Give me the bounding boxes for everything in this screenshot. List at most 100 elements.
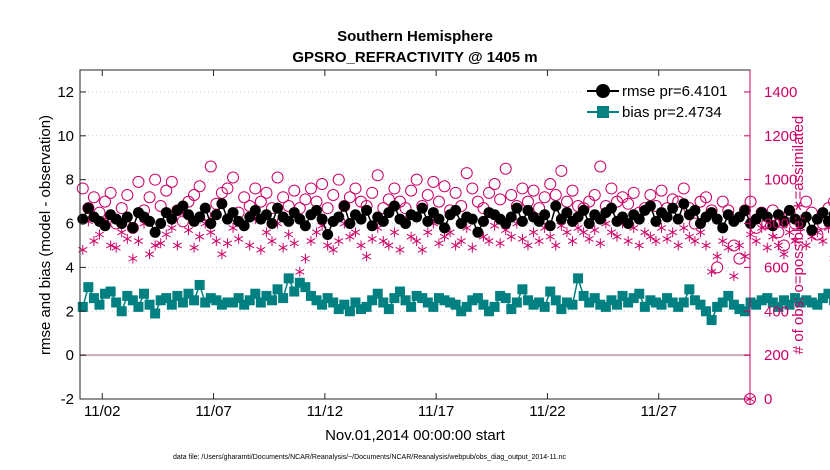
bias-point — [150, 308, 161, 319]
assimilated-obs-marker — [740, 251, 750, 262]
legend-box — [582, 76, 742, 128]
bias-point — [756, 295, 767, 306]
rmse-point — [644, 200, 656, 212]
bias-point — [478, 299, 489, 310]
rmse-point — [166, 213, 178, 225]
assimilated-obs-marker — [278, 242, 288, 253]
assimilated-obs-marker — [773, 240, 783, 251]
possible-obs-marker — [227, 171, 240, 184]
possible-obs-marker — [466, 182, 479, 195]
assimilated-obs-marker — [701, 240, 711, 251]
rmse-point — [194, 211, 206, 223]
rmse-point — [561, 207, 573, 219]
rmse-point — [667, 202, 679, 214]
assimilated-obs-marker — [467, 242, 477, 253]
y-tick-label: 0 — [66, 347, 74, 364]
bias-point — [172, 290, 183, 301]
x-axis-ticks: 11/02 11/07 11/12 11/17 11/22 11/27 — [84, 70, 677, 420]
possible-obs-marker — [277, 191, 290, 204]
assimilated-obs-marker — [489, 220, 500, 231]
assimilated-obs-marker — [562, 227, 572, 238]
bias-point — [450, 299, 461, 310]
y-axis-ticks: -2 0 2 4 6 8 10 12 — [57, 84, 86, 408]
bias-point — [734, 304, 745, 315]
possible-obs-marker — [87, 191, 100, 204]
bias-point — [456, 306, 467, 317]
bias-point — [567, 299, 578, 310]
bias-point — [122, 290, 133, 301]
assimilated-obs-marker — [506, 231, 516, 242]
assimilated-obs-marker — [573, 222, 583, 233]
possible-obs-marker — [343, 191, 356, 204]
assimilated-obs-marker — [801, 240, 811, 251]
rmse-point — [605, 202, 617, 214]
assimilated-obs-marker — [256, 244, 266, 255]
possible-obs-marker — [544, 178, 557, 191]
rmse-point — [144, 215, 156, 227]
rmse-point — [422, 215, 434, 227]
bias-point — [194, 279, 205, 290]
assimilated-obs-marker — [640, 227, 650, 238]
assimilated-obs-marker — [128, 253, 138, 264]
assimilated-obs-marker — [762, 242, 772, 253]
bias-point — [612, 299, 623, 310]
assimilated-obs-marker — [456, 236, 466, 247]
assimilated-obs-marker — [189, 242, 199, 253]
bias-point — [100, 288, 111, 299]
rmse-point — [316, 213, 328, 225]
bias-point — [584, 297, 595, 308]
possible-obs-marker — [388, 182, 401, 195]
possible-obs-marker — [371, 169, 384, 182]
assimilated-obs-marker — [818, 236, 828, 247]
assimilated-obs-marker — [362, 251, 372, 262]
possible-obs-marker — [716, 195, 729, 208]
bias-point — [339, 299, 350, 310]
bias-point — [205, 293, 216, 304]
bias-point — [461, 301, 472, 312]
assimilated-obs-marker — [745, 229, 756, 240]
bias-point — [495, 290, 506, 301]
rmse-point — [650, 215, 662, 227]
rmse-point — [238, 220, 250, 232]
rmse-point — [583, 218, 595, 230]
rmse-point — [578, 204, 590, 216]
assimilated-obs-marker — [161, 229, 171, 240]
rmse-point — [149, 226, 161, 238]
rmse-point — [311, 204, 323, 216]
bias-point — [344, 306, 355, 317]
bias-point — [417, 293, 428, 304]
legend-rmse-marker — [596, 84, 610, 98]
assimilated-obs-marker — [723, 242, 733, 253]
rmse-point — [355, 213, 367, 225]
bias-point — [712, 301, 723, 312]
assimilated-obs-marker — [122, 233, 132, 244]
possible-obs-marker — [432, 195, 445, 208]
bias-point — [806, 297, 817, 308]
bias-point — [272, 284, 283, 295]
possible-obs-marker — [238, 191, 251, 204]
possible-obs-marker — [460, 167, 473, 180]
rmse-point — [121, 211, 133, 223]
bias-point — [222, 297, 233, 308]
bias-point — [228, 297, 239, 308]
rmse-point — [505, 211, 517, 223]
possible-obs-marker — [249, 182, 262, 195]
y2-axis-label: # of obs: o=possible; ∗=assimilated — [790, 116, 807, 355]
bias-point — [105, 286, 116, 297]
possible-obs-marker — [76, 182, 89, 195]
assimilated-obs-marker — [234, 233, 244, 244]
bias-point — [361, 301, 372, 312]
bias-point — [511, 297, 522, 308]
possible-obs-marker — [304, 182, 317, 195]
y-tick-label: -2 — [61, 391, 74, 408]
assimilated-obs-marker — [311, 227, 322, 238]
bias-point — [673, 301, 684, 312]
assimilated-obs-marker — [495, 238, 505, 249]
rmse-point — [438, 222, 450, 234]
assimilated-obs-marker — [779, 249, 789, 260]
possible-obs-marker — [316, 178, 329, 191]
x-tick-label: 11/22 — [529, 403, 565, 420]
assimilated-obs-marker — [768, 231, 778, 242]
possible-obs-marker — [260, 186, 273, 199]
y-tick-label: 12 — [57, 84, 74, 101]
